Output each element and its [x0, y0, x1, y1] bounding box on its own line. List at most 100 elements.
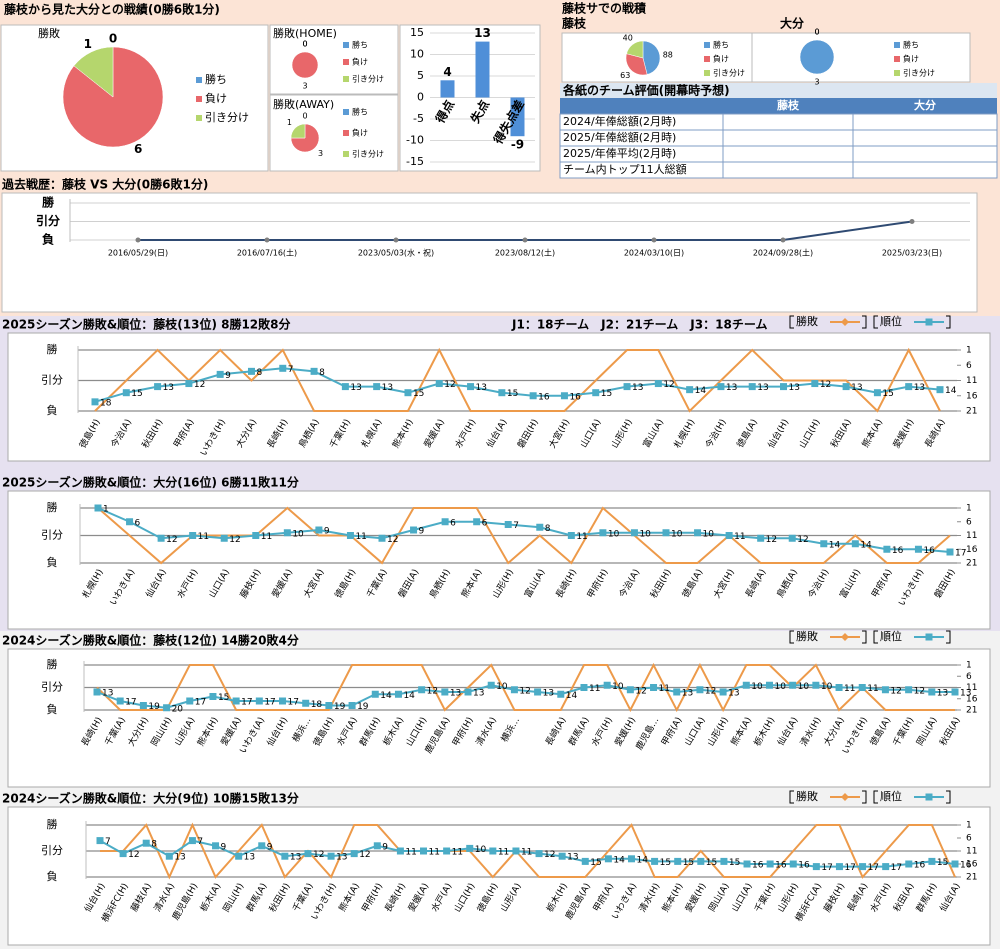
- pie-slice: [290, 123, 320, 153]
- panel: [0, 24, 269, 172]
- legend-label: 勝敗: [796, 314, 818, 328]
- data-label: 12: [797, 535, 808, 545]
- rank-marker: [186, 697, 194, 705]
- data-label: 13: [474, 26, 491, 40]
- data-label: 12: [890, 686, 901, 696]
- data-label: 14: [860, 540, 872, 550]
- rank-marker: [489, 847, 497, 855]
- data-label: 7: [105, 837, 111, 847]
- data-label: 13: [102, 689, 113, 699]
- data-label: 10: [475, 845, 487, 855]
- point: [780, 237, 786, 243]
- rank-marker: [378, 534, 386, 542]
- data-label: 12: [519, 686, 530, 696]
- row-label: 2024/年俸総額(2月時): [563, 114, 676, 128]
- rank-marker: [905, 383, 913, 391]
- legend-label: 負け: [352, 128, 368, 138]
- data-label: -9: [511, 138, 524, 152]
- data-label: 0: [302, 40, 307, 49]
- data-label: 19: [334, 702, 346, 712]
- data-label: 12: [544, 850, 555, 860]
- rank-marker: [674, 857, 682, 865]
- point: [651, 237, 657, 243]
- rank-marker: [654, 380, 662, 388]
- rank-marker: [820, 540, 828, 548]
- data-label: 9: [221, 842, 227, 852]
- legend-marker: [841, 318, 849, 326]
- data-label: 17: [288, 698, 299, 708]
- data-label: 16: [923, 546, 935, 556]
- data-label: 10: [703, 529, 715, 539]
- pie-slice: [642, 40, 661, 75]
- data-label: 14: [380, 691, 392, 701]
- rank-marker: [119, 850, 127, 858]
- data-label: 16: [798, 861, 810, 871]
- table: 藤枝 大分 2024/年俸総額(2月時) 2025/年俸総額(2月時) 2025/年俸平…: [559, 98, 998, 179]
- rank-marker: [512, 847, 520, 855]
- point: [264, 237, 270, 243]
- legend-swatch: [343, 151, 349, 157]
- point: [393, 237, 399, 243]
- legend-swatch: [894, 42, 900, 48]
- y-tick-label: 0: [417, 91, 424, 104]
- data-label: 20: [172, 704, 184, 714]
- legend-bracket: [789, 790, 794, 804]
- rank-marker: [373, 842, 381, 850]
- row-label: 2025/年俸平均(2月時): [563, 146, 676, 160]
- data-label: 11: [659, 684, 670, 694]
- rank-marker: [94, 504, 102, 512]
- pie-slice: [799, 39, 835, 75]
- data-label: 12: [635, 686, 646, 696]
- y2-tick-label: 1: [966, 504, 972, 514]
- data-label: 15: [131, 389, 142, 399]
- data-label: 13: [960, 689, 971, 699]
- data-label: 8: [319, 368, 325, 378]
- point: [135, 237, 141, 243]
- rank-marker: [789, 860, 797, 868]
- rank-marker: [627, 855, 635, 863]
- legend-label: 負け: [713, 54, 729, 64]
- chart-title: 2024シーズン勝敗&順位：藤枝(12位) 14勝20敗4分: [2, 633, 299, 648]
- row-label: 2025/年俸総額(2月時): [563, 130, 676, 144]
- y2-tick-label: 21: [966, 407, 977, 417]
- y-tick-label: -15: [406, 155, 424, 168]
- rank-marker: [281, 852, 289, 860]
- table-cell: [722, 129, 854, 147]
- rank-marker: [350, 850, 358, 858]
- table-header: 藤枝: [777, 98, 800, 112]
- rank-marker: [630, 529, 638, 537]
- rank-marker: [603, 681, 611, 689]
- data-label: 11: [589, 684, 600, 694]
- chart-title: 2025シーズン勝敗&順位：藤枝(13位) 8勝12敗8分: [2, 317, 291, 332]
- data-label: 8: [545, 524, 551, 534]
- rank-marker: [302, 699, 310, 707]
- legend-swatch: [704, 56, 710, 62]
- rank-marker: [581, 857, 589, 865]
- legend-label: 引き分け: [205, 110, 249, 124]
- data-label: 14: [613, 855, 625, 865]
- legend-label: 引き分け: [352, 150, 384, 159]
- x-tick-label: 2023/05/03(水・祝): [358, 248, 434, 258]
- data-label: 3: [318, 149, 323, 158]
- rank-marker: [765, 681, 773, 689]
- rank-marker: [116, 697, 124, 705]
- y-tick-label: 勝: [47, 342, 58, 356]
- rank-marker: [686, 386, 694, 394]
- data-label: 0: [302, 112, 307, 121]
- data-label: 12: [766, 535, 777, 545]
- rank-line: [94, 367, 941, 403]
- pie-slice: [625, 53, 648, 76]
- rank-marker: [142, 839, 150, 847]
- y2-tick-label: 21: [966, 706, 977, 716]
- data-label: 13: [728, 689, 739, 699]
- rank-marker: [623, 383, 631, 391]
- rank-marker: [279, 364, 287, 372]
- data-label: 10: [774, 682, 786, 692]
- legend-label: 負け: [205, 92, 227, 105]
- data-label: 11: [429, 848, 440, 858]
- data-label: 13: [682, 689, 693, 699]
- legend-swatch: [894, 70, 900, 76]
- rank-marker: [558, 852, 566, 860]
- rank-marker: [650, 684, 658, 691]
- rank-marker: [757, 534, 765, 542]
